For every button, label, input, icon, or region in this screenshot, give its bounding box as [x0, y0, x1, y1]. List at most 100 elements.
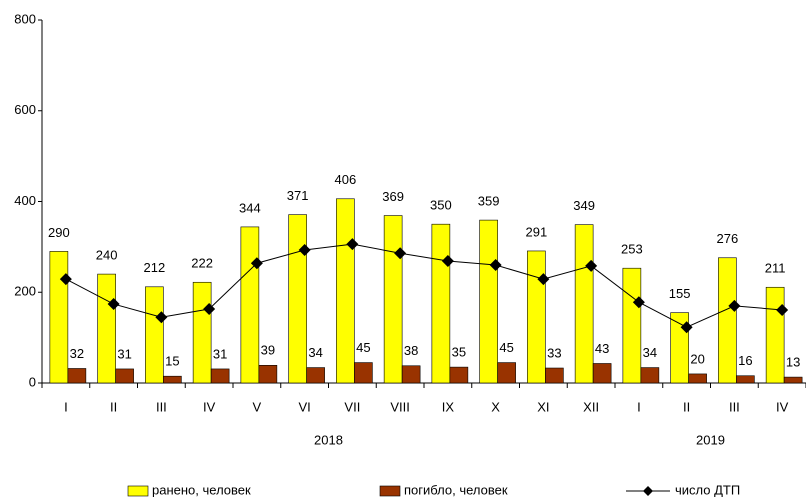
bar [479, 219, 498, 384]
value-label: 222 [191, 256, 213, 271]
bar [545, 367, 564, 384]
bar [192, 281, 212, 384]
x-tick-label: IV [776, 399, 789, 414]
value-label: 20 [690, 351, 704, 366]
y-tick-label: 800 [14, 11, 36, 26]
value-label: 155 [669, 286, 691, 301]
bar [449, 366, 469, 384]
bar [688, 373, 707, 384]
value-label: 32 [70, 346, 84, 361]
x-tick-label: X [491, 399, 500, 414]
bar [288, 214, 307, 384]
bar [783, 376, 803, 384]
y-tick-label: 600 [14, 102, 36, 117]
line-marker [632, 296, 645, 309]
y-tick-label: 0 [29, 374, 36, 389]
value-label: 35 [452, 345, 466, 360]
line-marker [441, 254, 454, 267]
bar [115, 368, 134, 384]
bar [431, 223, 451, 384]
bar [765, 286, 785, 384]
value-label: 13 [786, 355, 800, 370]
line [65, 243, 783, 328]
x-tick-label: IV [203, 399, 216, 414]
bar [97, 273, 116, 384]
x-tick-label: II [683, 399, 690, 414]
bar [574, 224, 594, 384]
value-label: 31 [213, 346, 227, 361]
bar [718, 257, 737, 384]
line-marker [155, 311, 168, 324]
line-marker [776, 303, 789, 316]
bar [527, 250, 546, 384]
value-label: 34 [643, 345, 657, 360]
value-label: 15 [165, 354, 179, 369]
line-marker [680, 321, 693, 334]
bar [49, 251, 69, 384]
x-group-label: 2019 [696, 432, 725, 447]
bar [354, 362, 373, 384]
line-marker [107, 298, 120, 311]
value-label: 291 [526, 224, 548, 239]
bar [383, 215, 403, 384]
x-tick-label: V [253, 399, 262, 414]
line-marker [346, 238, 359, 251]
legend-swatch [379, 485, 401, 497]
line-marker [537, 273, 550, 286]
legend-label: погибло, человек [404, 482, 508, 497]
value-label: 45 [499, 340, 513, 355]
x-tick-label: II [110, 399, 117, 414]
bar [336, 198, 355, 384]
x-group-label: 2018 [314, 432, 343, 447]
line-marker [59, 273, 72, 286]
value-label: 350 [430, 198, 452, 213]
x-tick-label: III [156, 399, 167, 414]
bar [240, 226, 260, 384]
bar [145, 286, 164, 384]
bar [622, 267, 642, 384]
x-tick-label: VIII [390, 399, 410, 414]
x-tick-label: I [637, 399, 641, 414]
value-label: 369 [382, 189, 404, 204]
value-label: 253 [621, 242, 643, 257]
value-label: 34 [308, 345, 322, 360]
value-label: 16 [738, 353, 752, 368]
line-marker [298, 244, 311, 257]
line-marker [203, 303, 216, 316]
value-label: 211 [765, 261, 786, 276]
x-tick-label: VI [298, 399, 310, 414]
bar [306, 367, 325, 384]
legend-label: ранено, человек [152, 482, 251, 497]
legend-swatch-marker [643, 486, 653, 496]
value-label: 33 [547, 345, 561, 360]
value-label: 406 [335, 172, 357, 187]
bar [401, 365, 421, 384]
value-label: 371 [287, 188, 309, 203]
bar [736, 375, 755, 384]
x-tick-label: XI [537, 399, 549, 414]
x-tick-label: III [729, 399, 740, 414]
value-label: 43 [595, 341, 609, 356]
value-label: 38 [404, 343, 418, 358]
y-tick-label: 400 [14, 193, 36, 208]
value-label: 212 [144, 260, 166, 275]
line-marker [489, 259, 502, 272]
legend-swatch [127, 485, 149, 497]
line-marker [250, 257, 263, 270]
value-label: 240 [96, 248, 118, 263]
value-label: 45 [356, 340, 370, 355]
bar [640, 367, 660, 384]
value-label: 276 [717, 231, 739, 246]
line-marker [394, 247, 407, 260]
value-label: 349 [573, 198, 595, 213]
x-tick-label: I [64, 399, 68, 414]
value-label: 290 [48, 225, 70, 240]
bar [210, 368, 230, 384]
bar [163, 375, 182, 384]
bar [67, 368, 87, 384]
value-label: 344 [239, 200, 261, 215]
x-tick-label: XII [583, 399, 599, 414]
bar [497, 362, 516, 384]
line-marker [585, 259, 598, 272]
